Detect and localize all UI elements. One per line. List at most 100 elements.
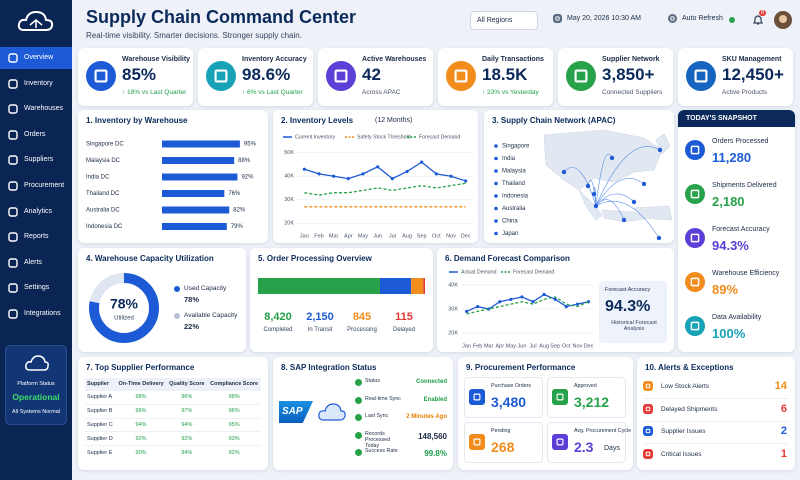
bar-label: Malaysia DC [86,158,121,164]
icon-glyph [556,438,564,446]
nav-item[interactable]: Settings [0,277,72,299]
icon-glyph [645,451,651,456]
value-label: 79% [231,224,244,230]
land [578,189,603,221]
panel-title: 7. Top Supplier Performance [86,363,195,372]
icon-bg [446,61,476,91]
panel: 7. Top Supplier Performance Supplier On-Ti… [78,357,268,470]
check [355,431,362,439]
value-label: 88% [238,158,251,164]
icon [446,61,476,91]
panel-title: 1. Inventory by Warehouse [86,116,188,125]
table-cell: Supplier A [87,394,113,401]
icon-bg [643,381,653,391]
nav-item[interactable]: Procurement [0,175,72,197]
nav-item[interactable]: Integrations [0,303,72,325]
nav-item[interactable]: Suppliers [0,149,72,171]
text: (12 Months) [375,117,413,124]
icon [469,434,485,450]
nav-item[interactable]: Inventory [0,73,72,95]
nav-label: Integrations [24,310,61,317]
nav-glyph [8,155,18,166]
check-bg [355,396,362,404]
table-cell: 97% [181,408,193,415]
sap-label: Real-time Sync [365,395,401,402]
nav-item[interactable]: Overview [0,47,72,69]
y-tick-label: 40K [284,174,294,180]
metric-tile: Avg. Procurement Cycle 2.3 Days [547,422,631,463]
text: 2 [780,425,787,437]
nav-icon [8,78,18,89]
nav-icon [8,232,18,242]
line-chart: 20K 30K 40K Jan Feb Mar Apr May Jun Jul Aug Sep Oct N… [448,269,594,349]
cloud [318,403,346,421]
node [609,155,615,161]
table-cell: 92% [228,449,240,456]
text[interactable]: Auto Refresh [682,15,723,22]
nav-item[interactable]: Reports [0,226,72,248]
icon-glyph [645,428,651,434]
bar-label: Singapore DC [86,142,124,148]
icon-glyph [473,393,481,401]
line-chart: 20K 30K 40K 50K Jan Feb Mar Apr May Jun Jul Aug Sep O… [283,134,473,239]
node [656,235,662,241]
icon-glyph [574,69,588,83]
table-row: Supplier E 90% 94% 92% [85,445,261,459]
icon-bg [643,426,653,436]
text: Orders Processed [712,138,769,145]
icon [552,434,568,450]
panel: TODAY'S SNAPSHOT Orders Processed 11,280 Sh… [678,110,795,352]
x-tick-label: Jul [389,233,396,239]
status-box: Platform Status Operational All Systems No… [5,345,67,425]
text: Delayed Shipments [661,405,718,413]
table-cell: 98% [228,394,240,401]
text: Active Products [722,89,768,96]
table-cell: Supplier D [87,435,113,442]
land [543,129,663,191]
point [464,179,468,183]
text: 3,212 [574,394,610,410]
table-cell: 96% [228,408,240,415]
panel: 5. Order Processing Overview 8,420 Complet… [250,248,433,352]
icon [469,389,485,405]
kpi-card: Active Warehouses 42 Across APAC [318,48,433,106]
nav-item[interactable]: Alerts [0,252,72,274]
nav-icon [8,258,18,268]
nav-item[interactable]: Warehouses [0,98,72,120]
text: 22% [184,322,200,331]
icon [326,61,356,91]
node-bullet [494,219,498,223]
table-cell: 92% [135,435,147,442]
icon-bg [685,140,705,160]
kpi-card: Warehouse Visibility 85% ↑ 18% vs Last Qua… [78,48,193,106]
node-bullet [494,181,498,186]
text: Connected [415,379,447,385]
x-tick-label: Oct [562,343,571,349]
icon [643,426,653,436]
x-tick-label: Jul [530,343,537,349]
icon [552,389,568,405]
region-select[interactable]: All Regions [470,11,538,30]
nav-icon [8,206,18,217]
text: Inventory Accuracy [242,56,307,63]
icon-bg [553,14,562,23]
route [587,180,597,207]
text: May 20, 2026 10:30 AM [567,15,641,22]
icon-glyph [690,233,700,243]
donut-label: Utilized [114,316,134,322]
nav-item[interactable]: Analytics [0,201,72,223]
kpi-card: SKU Management 12,450+ Active Products [678,48,793,106]
panel: 4. Warehouse Capacity Utilization 78% Util… [78,248,246,352]
icon-glyph [690,321,700,331]
icon [685,140,705,160]
nav-item[interactable]: Orders [0,124,72,146]
column-header: Quality Score [169,381,205,387]
node [621,217,627,223]
panel-title: 2. Inventory Levels [281,116,354,125]
bar-segment [258,278,380,294]
text: 268 [491,439,515,455]
icon [685,228,705,248]
text: Approved [574,383,597,389]
bar [162,157,235,164]
